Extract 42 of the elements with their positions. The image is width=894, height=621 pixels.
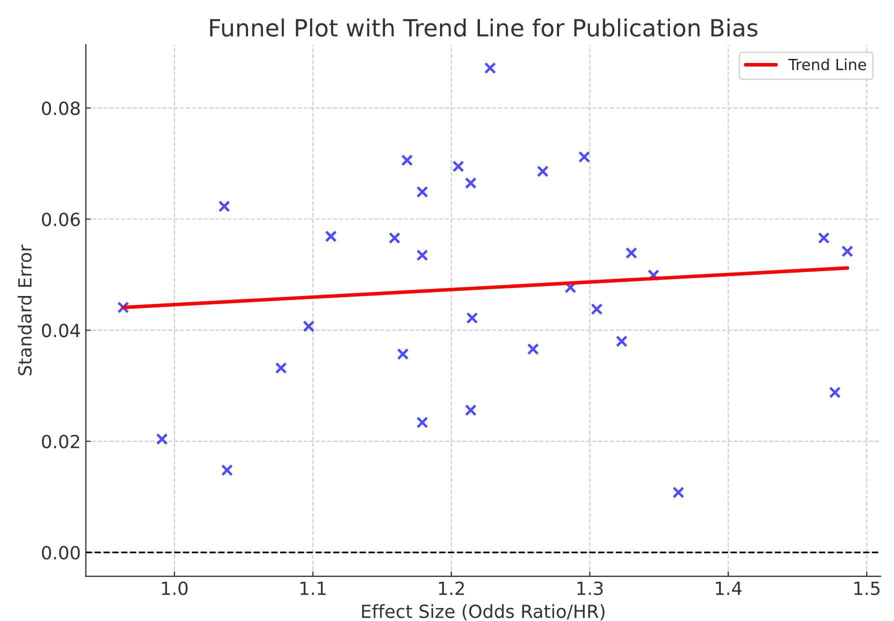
x-tick-label: 1.0	[162, 581, 188, 596]
point	[275, 362, 287, 374]
point	[616, 335, 628, 348]
point	[401, 154, 413, 166]
y-tick-label: 0.08	[42, 101, 80, 116]
y-tick-label: 0.00	[42, 546, 80, 560]
point	[416, 416, 428, 428]
y-tick-label: 0.06	[42, 212, 80, 226]
legend-label: Trend Line	[788, 58, 866, 70]
point	[388, 232, 400, 244]
point	[324, 230, 337, 242]
y-axis-title: Standard Error	[18, 244, 32, 376]
point	[818, 232, 830, 244]
y-tick-label: 0.04	[42, 324, 80, 338]
x-axis-title: Effect Size (Odds Ratio/HR)	[362, 604, 604, 620]
point	[536, 165, 549, 178]
point	[452, 160, 464, 172]
point	[302, 320, 315, 332]
point	[484, 62, 496, 74]
point	[590, 303, 603, 316]
point	[464, 404, 477, 416]
point	[218, 200, 230, 212]
point	[156, 433, 168, 445]
point	[221, 464, 233, 476]
x-tick-label: 1.3	[577, 581, 603, 596]
point	[828, 386, 841, 398]
y-tick-label: 0.02	[42, 434, 80, 448]
point	[841, 245, 854, 258]
point	[464, 177, 477, 189]
point	[416, 249, 428, 262]
x-tick-label: 1.1	[300, 582, 326, 595]
point	[396, 348, 409, 360]
x-tick-label: 1.4	[716, 582, 742, 595]
x-tick-label: 1.2	[438, 581, 464, 595]
x-tick-label: 1.5	[854, 582, 880, 596]
point	[625, 247, 638, 259]
chart-title: Funnel Plot with Trend Line for Publication Bias	[210, 18, 758, 37]
point	[527, 343, 539, 356]
point	[672, 486, 684, 498]
point	[466, 312, 478, 324]
point	[416, 186, 428, 198]
point	[578, 151, 590, 163]
